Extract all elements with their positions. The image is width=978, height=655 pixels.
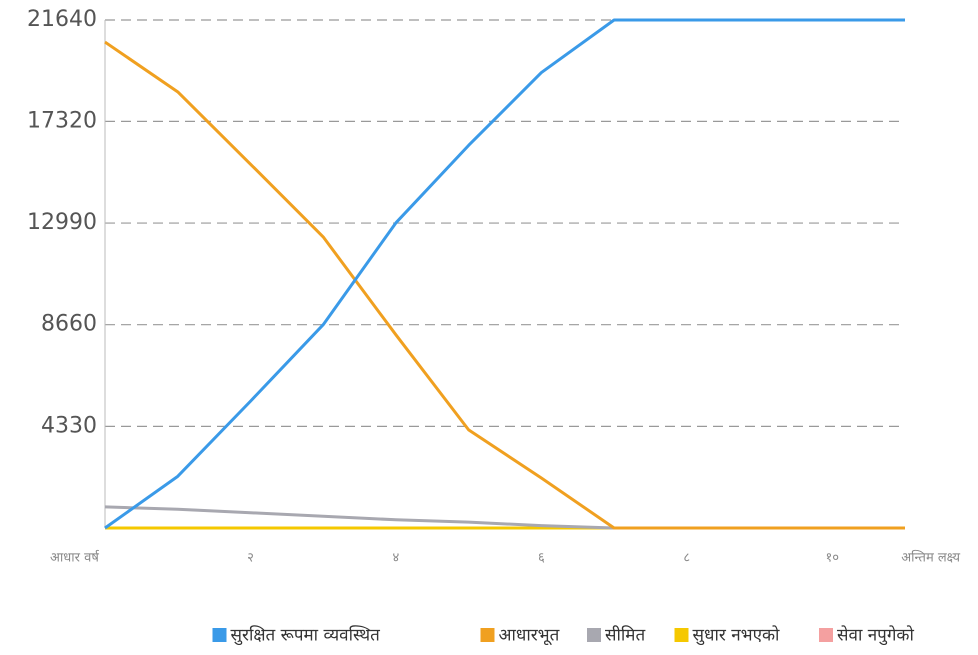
legend-label: सीमित [605, 625, 645, 646]
legend-label: सुरक्षित रूपमा व्यवस्थित [231, 625, 381, 646]
series-line [104, 40, 905, 530]
legend-swatch [819, 628, 833, 642]
legend-swatch [674, 628, 689, 642]
x-tick-label: अन्तिम लक्ष्य [901, 550, 960, 566]
x-tick-label: १० [826, 551, 840, 566]
legend-swatch [212, 628, 227, 642]
y-tick-label: 8660 [41, 312, 97, 337]
x-tick-label: आधार वर्ष [50, 550, 100, 566]
legend-swatch [480, 628, 495, 642]
series-line [104, 18, 905, 530]
series-line [104, 505, 905, 530]
legend-label: आधारभूत [499, 626, 560, 646]
x-tick-label: ४ [393, 551, 400, 566]
y-tick-label: 17320 [27, 108, 97, 133]
x-tick-label: ६ [538, 551, 545, 566]
legend-label: सेवा नपुगेको [837, 625, 914, 646]
legend-swatch [587, 628, 601, 642]
y-tick-label: 4330 [41, 413, 97, 438]
y-tick-label: 12990 [27, 210, 97, 235]
x-tick-label: ८ [683, 551, 690, 566]
x-tick-label: २ [247, 551, 254, 566]
y-tick-label: 21640 [27, 7, 97, 32]
legend-label: सुधार नभएको [693, 625, 781, 646]
